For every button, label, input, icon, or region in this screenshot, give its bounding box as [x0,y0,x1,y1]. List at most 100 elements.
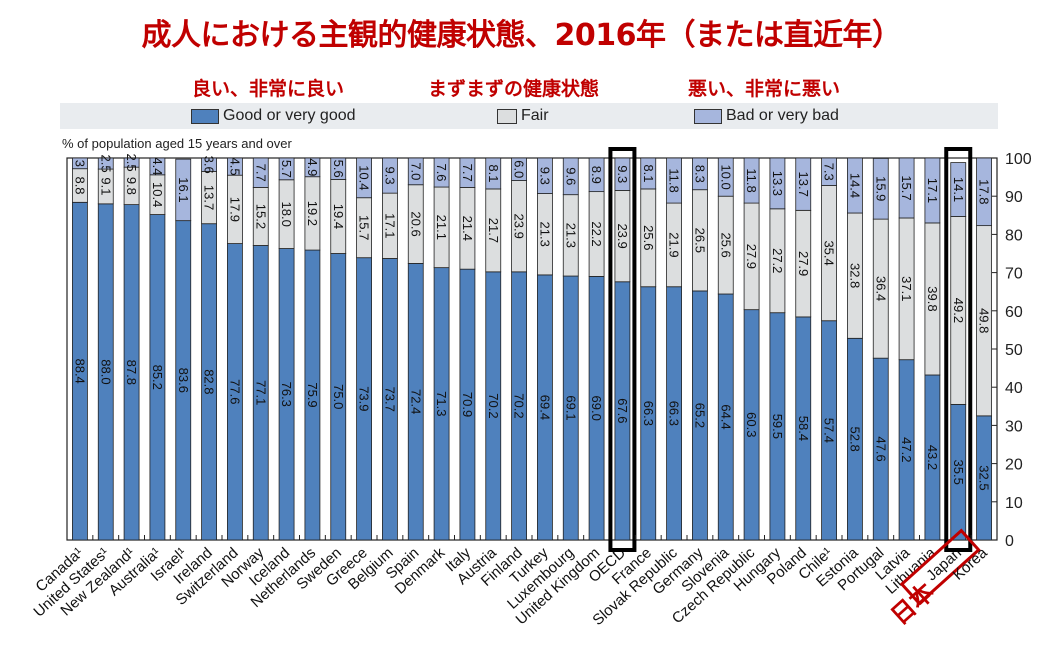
bar-bad [537,157,553,194]
bar-bad [201,157,217,172]
y-tick-label: 10 [1005,495,1023,512]
bar-bad [769,157,786,210]
data-label-bad: 15.7 [899,175,914,200]
data-label-good: 57.4 [822,418,837,443]
chart-legend: Good or very good Fair Bad or very bad [60,103,998,129]
legend-item-bad: Bad or very bad [694,107,839,125]
data-label-good: 71.3 [434,391,449,416]
bar-bad [97,157,114,170]
jp-legend-good: 良い、非常に良い [192,78,345,100]
y-tick-label: 70 [1005,266,1023,283]
data-label-good: 64.4 [718,404,733,429]
data-label-bad: 9.3 [382,167,397,185]
data-label-fair: 17.9 [227,197,242,222]
bar-bad [278,157,295,181]
bar-bad [72,157,88,170]
bar-bad [795,157,812,211]
data-label-bad: 5.6 [331,160,346,178]
data-label-good: 65.2 [692,403,707,428]
data-label-fair: 21.7 [486,218,501,243]
data-label-bad: 7.3 [822,163,837,181]
data-label-fair: 15.7 [357,215,372,240]
legend-item-fair: Fair [497,107,549,125]
bar-bad [614,157,631,191]
data-label-fair: 10.4 [150,182,165,207]
bar-bad [252,157,269,188]
bar-bad [433,157,450,188]
data-label-fair: 15.2 [253,204,268,229]
data-label-good: 75.0 [331,384,346,409]
data-label-fair: 8.8 [72,176,87,194]
data-label-bad: 8.1 [641,164,656,182]
bar-bad [588,157,605,193]
data-label-bad: 7.0 [408,162,423,180]
data-label-fair: 17.1 [382,213,397,238]
y-tick-label: 20 [1005,457,1023,474]
data-label-fair: 32.8 [847,263,862,288]
data-label-good: 59.5 [770,414,785,439]
data-label-fair: 23.9 [512,214,527,239]
data-label-fair: 13.7 [202,185,217,210]
data-label-bad: 4.5 [227,158,242,176]
data-label-good: 82.8 [202,369,217,394]
bar-bad [330,157,347,180]
data-label-good: 67.6 [615,398,630,423]
data-label-good: 43.2 [925,445,940,470]
bar-bad [304,157,321,178]
data-label-good: 70.9 [460,392,475,417]
data-label-good: 77.6 [227,379,242,404]
data-label-good: 88.0 [98,359,113,384]
data-label-bad: 7.7 [460,164,475,182]
data-label-bad: 6.0 [512,160,527,178]
data-label-good: 87.8 [124,360,139,385]
data-label-bad: 9.6 [563,167,578,185]
data-label-bad: 17.1 [925,178,940,203]
data-label-bad: 9.3 [537,167,552,185]
legend-swatch-bad [694,108,722,124]
data-label-good: 85.2 [150,365,165,390]
data-label-good: 77.1 [253,380,268,405]
data-label-fair: 20.6 [408,211,423,236]
data-label-fair: 49.8 [977,308,992,333]
data-label-good: 70.2 [486,393,501,418]
data-label-bad: 7.7 [253,164,268,182]
bar-bad [872,157,889,220]
data-label-bad: 4.9 [305,158,320,176]
data-label-good: 47.2 [899,437,914,462]
legend-item-good: Good or very good [191,107,356,125]
data-label-good: 88.4 [72,358,87,383]
jp-legend-bad: 悪い、非常に悪い [688,78,841,100]
japan-red-box [899,528,981,606]
bar-bad [847,157,863,214]
legend-label-good: Good or very good [223,107,356,124]
legend-label-fair: Fair [521,107,549,124]
data-label-bad: 14.1 [951,177,966,202]
data-label-good: 52.8 [847,426,862,451]
data-label-bad: 8.9 [589,166,604,184]
data-label-good: 76.3 [279,382,294,407]
y-tick-label: 90 [1005,189,1023,206]
data-label-good: 47.6 [873,436,888,461]
bar-bad [382,157,398,194]
bar-bad [692,157,708,191]
data-label-bad: 4.4 [150,157,165,175]
data-label-good: 83.6 [176,368,191,393]
data-label-fair: 23.9 [615,223,630,248]
legend-label-bad: Bad or very bad [726,107,839,124]
data-label-fair: 35.4 [822,240,837,265]
bar-bad [976,157,992,227]
bar-bad [123,157,140,168]
data-label-bad: 13.3 [770,171,785,196]
highlight-box-japan [944,147,973,552]
data-label-fair: 19.4 [331,204,346,229]
bar-bad [227,157,243,176]
data-label-fair: 21.3 [563,223,578,248]
data-label-bad: 2.5 [124,154,139,172]
data-label-bad: 11.8 [744,168,759,192]
data-label-fair: 27.2 [770,248,785,273]
bar-bad [950,162,967,217]
bar-bad [407,157,424,186]
data-label-good: 69.0 [589,396,604,421]
data-label-good: 60.3 [744,412,759,437]
